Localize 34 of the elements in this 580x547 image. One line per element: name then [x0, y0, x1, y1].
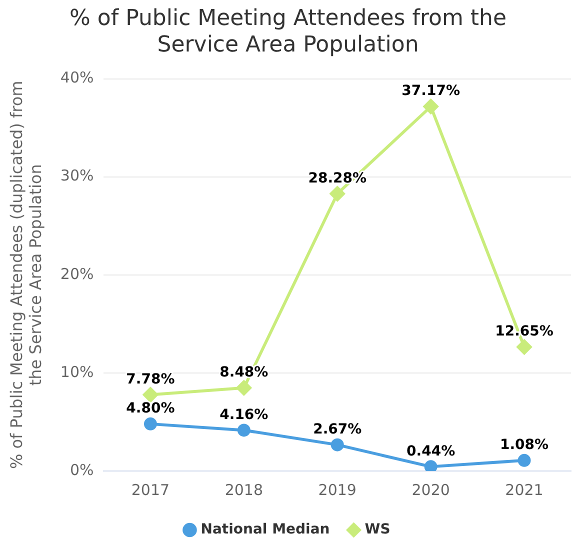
y-tick-label: 40%	[60, 68, 94, 87]
x-tick-label: 2017	[131, 480, 170, 499]
point	[330, 186, 345, 202]
point	[516, 339, 532, 354]
legend-label: National Median	[200, 522, 330, 538]
data-label: 12.65%	[495, 324, 554, 340]
data-label: 4.80%	[126, 400, 175, 417]
x-tick-label: 2018	[224, 480, 264, 499]
data-label: 1.08%	[500, 437, 549, 454]
data-label: 4.16%	[220, 406, 268, 423]
data-label: 8.48%	[220, 364, 268, 380]
legend-label: WS	[364, 522, 390, 538]
point	[237, 424, 250, 437]
point	[142, 387, 158, 402]
point	[424, 460, 438, 471]
y-tick-label: 10%	[60, 362, 94, 381]
y-axis-title: % of Public Meeting Attendees (duplicated) from the Service Area Population	[6, 80, 45, 470]
chart-title: % of Public Meeting Attendees from the Service Area Population	[69, 6, 507, 58]
point	[330, 438, 344, 452]
data-label: 2.67%	[313, 421, 362, 438]
x-tick-label: 2021	[505, 480, 544, 499]
point	[423, 99, 438, 114]
data-label: 37.17%	[402, 83, 460, 100]
data-label: 28.28%	[308, 170, 367, 186]
point	[144, 417, 157, 430]
data-label: 7.78%	[126, 371, 175, 388]
y-tick-label: 30%	[60, 166, 94, 185]
point	[236, 380, 252, 396]
data-label: 0.44%	[406, 443, 456, 460]
y-tick-label: 0%	[70, 460, 94, 479]
x-tick-label: 2020	[412, 480, 450, 499]
y-tick-label: 20%	[60, 264, 94, 283]
x-tick-label: 2019	[318, 480, 356, 499]
point	[518, 454, 531, 467]
